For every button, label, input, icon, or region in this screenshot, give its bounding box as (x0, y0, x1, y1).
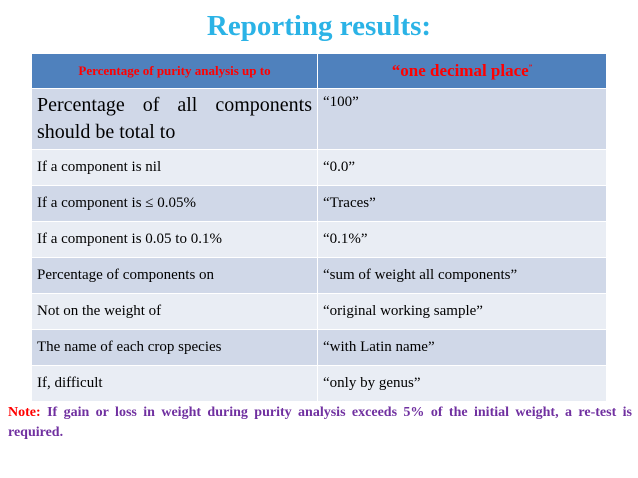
row-label: Percentage of all components should be t… (31, 88, 318, 150)
header-right-text: “one decimal place (391, 61, 529, 80)
table-row: The name of each crop species “with Lati… (31, 329, 607, 366)
note-paragraph: Note: If gain or loss in weight during p… (8, 403, 632, 443)
row-value: “0.1%” (317, 221, 607, 258)
note-text: If gain or loss in weight during purity … (8, 405, 632, 440)
table-row: Not on the weight of “original working s… (31, 293, 607, 330)
header-cell-right: “one decimal place” (317, 53, 607, 89)
row-value: “0.0” (317, 149, 607, 186)
table-row: If, difficult “only by genus” (31, 365, 607, 402)
row-value: “Traces” (317, 185, 607, 222)
row-value: “with Latin name” (317, 329, 607, 366)
table-row: Percentage of components on “sum of weig… (31, 257, 607, 294)
row-value: “sum of weight all components” (317, 257, 607, 294)
row-label: Not on the weight of (31, 293, 318, 330)
row-label: If a component is ≤ 0.05% (31, 185, 318, 222)
table-row: Percentage of all components should be t… (31, 88, 607, 150)
table-row: If a component is nil “0.0” (31, 149, 607, 186)
row-label: If, difficult (31, 365, 318, 402)
row-label: Percentage of components on (31, 257, 318, 294)
header-right-mark: ” (528, 63, 533, 72)
row-label: If a component is nil (31, 149, 318, 186)
row-value: “only by genus” (317, 365, 607, 402)
table-row: If a component is 0.05 to 0.1% “0.1%” (31, 221, 607, 258)
row-value: “original working sample” (317, 293, 607, 330)
slide-title: Reporting results: (206, 10, 432, 42)
row-value: “100” (317, 88, 607, 150)
note-label: Note: (8, 405, 41, 420)
table-row: If a component is ≤ 0.05% “Traces” (31, 185, 607, 222)
table-header-row: Percentage of purity analysis up to “one… (31, 53, 607, 89)
header-cell-left: Percentage of purity analysis up to (31, 53, 318, 89)
purity-reporting-table: Percentage of purity analysis up to “one… (31, 53, 607, 402)
row-label: The name of each crop species (31, 329, 318, 366)
row-label: If a component is 0.05 to 0.1% (31, 221, 318, 258)
